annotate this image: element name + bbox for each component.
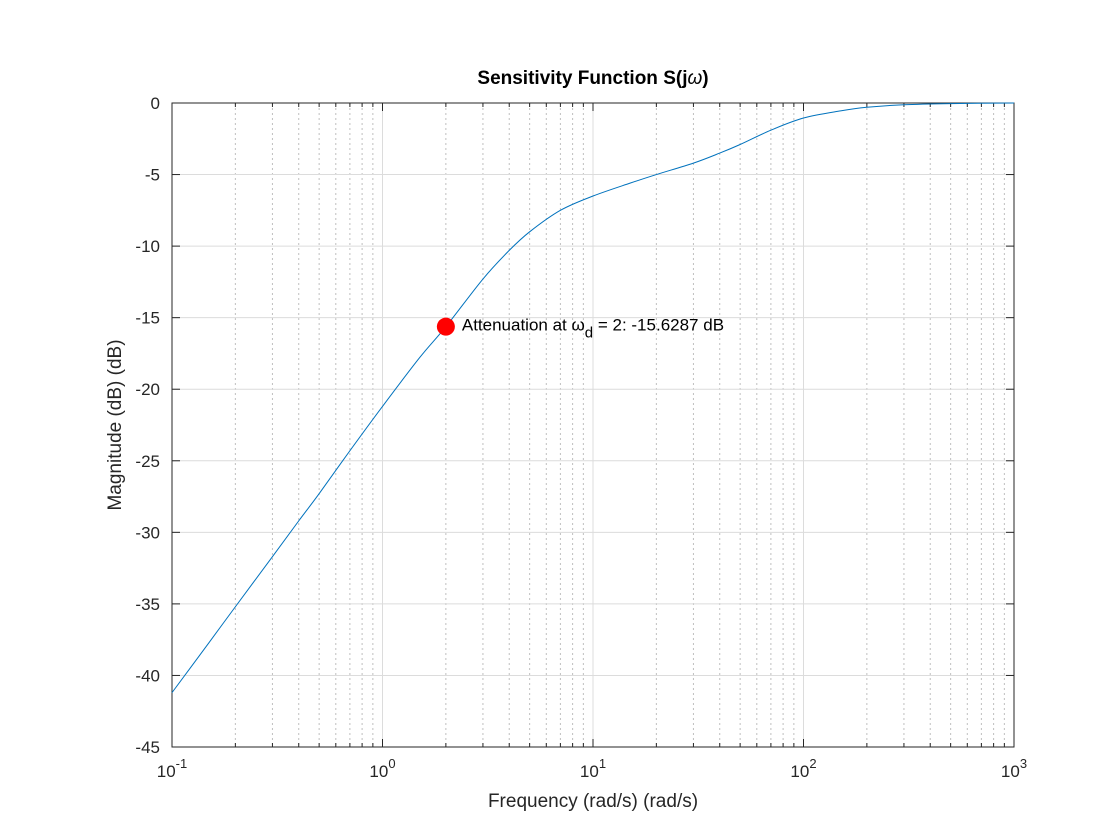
y-tick-label: -15 <box>135 309 160 328</box>
x-tick-exponent: 2 <box>809 756 816 771</box>
annotation-prefix: Attenuation at <box>462 316 572 335</box>
annotation-subscript: d <box>585 325 593 342</box>
x-tick-label: 103 <box>1001 756 1027 781</box>
y-tick-label: -5 <box>145 166 160 185</box>
x-tick-base: 10 <box>369 762 388 781</box>
chart-title-omega: ω <box>687 68 702 89</box>
attenuation-marker <box>436 317 455 336</box>
sensitivity-curve <box>171 102 1015 693</box>
y-axis-label: Magnitude (dB) (dB) <box>105 339 126 510</box>
series-group <box>171 102 1015 693</box>
annotation-suffix: = 2: -15.6287 dB <box>593 316 724 335</box>
x-tick-exponent: -1 <box>176 756 188 771</box>
x-tick-label: 100 <box>369 756 395 781</box>
y-tick-labels: 0 -5 -10 -15 -20 -25 -30 -35 -40 -45 <box>135 94 160 757</box>
x-tick-exponent: 0 <box>388 756 395 771</box>
x-tick-base: 10 <box>580 762 599 781</box>
y-tick-label: -35 <box>135 595 160 614</box>
annotation-omega: ω <box>572 316 585 335</box>
attenuation-annotation: Attenuation at ωd = 2: -15.6287 dB <box>462 316 724 342</box>
x-tick-base: 10 <box>1001 762 1020 781</box>
y-tick-label: -25 <box>135 452 160 471</box>
x-tick-base: 10 <box>790 762 809 781</box>
chart-title: Sensitivity Function S(jω) <box>477 68 708 89</box>
x-tick-label: 101 <box>580 756 606 781</box>
minor-grid <box>234 103 1005 747</box>
y-tick-label: -20 <box>135 380 160 399</box>
x-axis-label: Frequency (rad/s) (rad/s) <box>488 791 698 812</box>
y-tick-label: -40 <box>135 666 160 685</box>
major-grid <box>172 103 1014 747</box>
x-tick-exponent: 1 <box>599 756 606 771</box>
y-tick-label: -30 <box>135 523 160 542</box>
x-tick-labels: 10-1 100 101 102 103 <box>157 756 1027 781</box>
y-tick-label: 0 <box>151 94 160 113</box>
chart-title-prefix: Sensitivity Function S(j <box>477 68 687 89</box>
x-tick-base: 10 <box>157 762 176 781</box>
chart-title-suffix: ) <box>702 68 708 89</box>
x-tick-label: 10-1 <box>157 756 187 781</box>
y-tick-label: -10 <box>135 237 160 256</box>
y-tick-label: -45 <box>135 738 160 757</box>
x-tick-label: 102 <box>790 756 816 781</box>
marker-group <box>436 317 455 336</box>
x-tick-exponent: 3 <box>1020 756 1027 771</box>
